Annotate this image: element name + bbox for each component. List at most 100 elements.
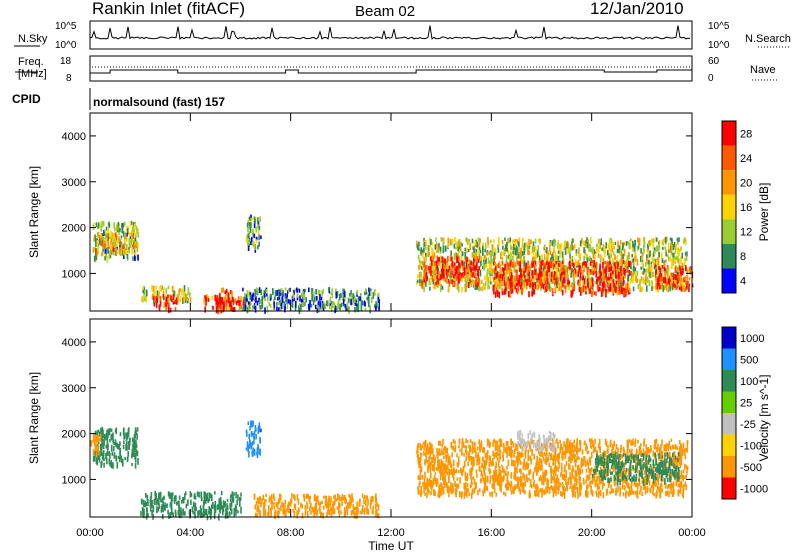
data-cell [517,253,520,259]
data-cell [472,246,475,251]
data-cell [671,281,674,286]
data-cell [324,303,327,310]
data-cell [674,266,677,273]
data-cell [258,450,261,455]
data-cell [659,264,662,271]
data-cell [469,447,471,453]
data-cell [254,291,257,298]
data-cell [122,245,124,250]
data-cell [678,258,681,265]
data-cell [636,259,639,266]
data-cell [125,233,127,240]
data-cell [554,255,557,261]
data-cell [424,484,426,492]
data-cell [157,499,159,504]
data-cell [160,499,162,503]
data-cell [649,250,651,257]
data-cell [375,305,377,311]
data-cell [117,455,120,460]
data-cell [638,473,641,480]
data-cell [200,491,202,497]
data-cell [97,429,100,433]
data-cell [674,283,676,289]
data-cell [560,248,562,255]
data-cell [571,285,574,290]
data-cell [532,256,535,262]
data-cell [684,257,686,262]
data-cell [509,281,512,289]
data-cell [274,296,276,300]
data-cell [115,247,118,255]
data-cell [604,283,607,290]
data-cell [121,223,123,228]
data-cell [620,251,623,256]
data-cell [443,237,445,243]
data-cell [165,296,168,302]
data-cell [101,252,103,256]
data-cell [107,445,109,449]
data-cell [528,246,530,250]
data-cell [106,255,108,263]
data-cell [581,457,583,463]
data-cell [675,457,678,464]
data-cell [102,443,105,450]
data-cell [155,495,158,503]
data-cell [132,440,135,444]
data-cell [235,511,237,516]
data-cell [514,285,516,290]
data-cell [616,289,618,296]
data-cell [477,455,480,461]
data-cell [109,439,111,443]
data-cell [188,509,191,516]
data-cell [561,267,564,272]
data-cell [547,479,549,484]
data-cell [667,254,669,258]
data-cell [151,293,154,301]
data-cell [501,240,504,245]
data-cell [574,259,577,265]
data-cell [671,277,673,284]
data-cell [569,250,571,255]
data-cell [430,491,432,496]
data-cell [322,505,325,510]
data-cell [677,464,679,469]
data-cell [487,257,490,264]
data-cell [309,300,311,307]
data-cell [601,287,603,294]
data-cell [543,244,546,249]
data-cell [581,264,584,269]
data-cell [591,290,593,297]
data-cell [626,255,629,261]
data-cell [566,272,569,280]
data-cell [133,223,136,231]
data-cell [298,288,301,293]
data-cell [478,439,480,445]
data-cell [169,511,172,519]
data-cell [119,243,122,248]
data-cell [621,276,623,282]
data-cell [343,497,345,501]
data-cell [634,267,637,273]
data-cell [287,299,290,304]
data-cell [134,252,136,257]
data-cell [114,439,117,444]
data-cell [122,459,124,467]
data-cell [484,262,487,269]
data-cell [280,505,282,512]
data-cell [217,301,219,307]
data-cell [472,476,474,480]
data-cell [670,272,673,276]
data-cell [147,513,149,517]
data-cell [437,281,439,288]
data-cell [327,300,329,307]
data-cell [512,251,514,255]
data-cell [437,257,440,264]
data-cell [102,237,105,245]
data-cell [560,462,563,468]
data-cell [423,257,426,262]
data-cell [621,483,624,487]
data-cell [342,288,344,294]
data-cell [594,281,596,285]
data-cell [514,474,517,481]
